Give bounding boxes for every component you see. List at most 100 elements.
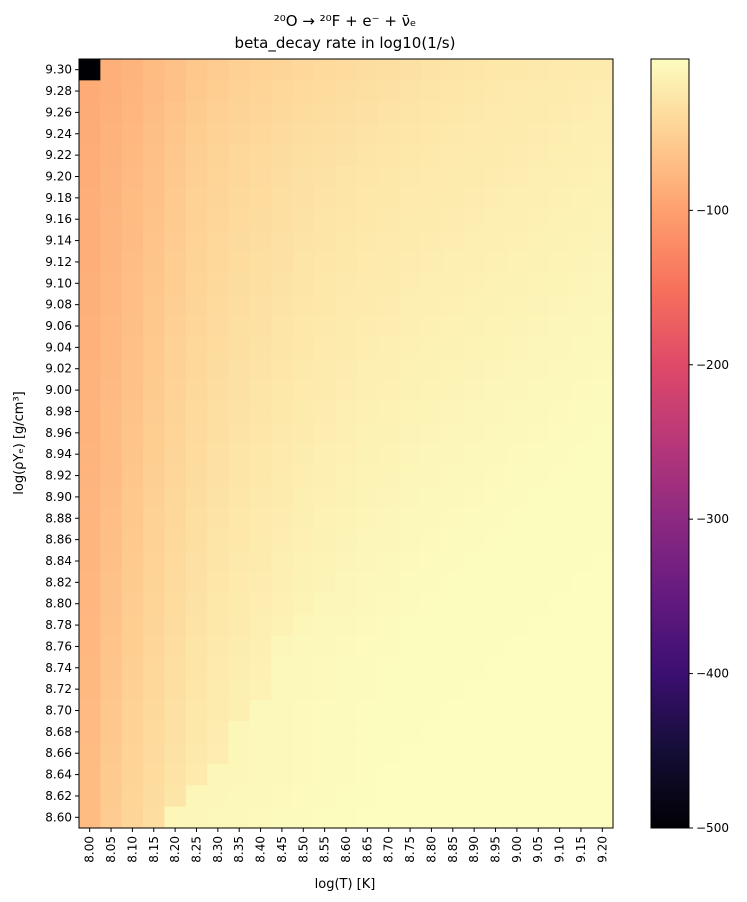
heatmap-cell — [570, 635, 593, 658]
heatmap-cell — [143, 358, 166, 381]
heatmap-cell — [399, 507, 422, 530]
heatmap-cell — [378, 144, 400, 167]
heatmap-cell — [335, 59, 358, 81]
colorbar-tick-label: −400 — [696, 667, 729, 681]
heatmap-cell — [484, 101, 507, 124]
heatmap-cell — [228, 763, 251, 786]
heatmap-cell — [570, 272, 593, 295]
heatmap-cell — [228, 507, 251, 530]
heatmap-cell — [292, 144, 315, 167]
heatmap-cell — [591, 251, 614, 274]
heatmap-cell — [399, 336, 422, 359]
heatmap-cell — [420, 422, 443, 445]
heatmap-cell — [420, 443, 443, 466]
y-tick-label: 8.88 — [45, 511, 72, 525]
y-tick-label: 9.18 — [45, 191, 72, 205]
heatmap-cell — [249, 571, 272, 594]
y-tick-label: 8.84 — [45, 554, 72, 568]
heatmap-cell — [399, 571, 422, 594]
heatmap-cell — [484, 657, 507, 680]
heatmap-cell — [399, 528, 422, 551]
heatmap-cell — [463, 272, 486, 295]
heatmap-cell — [313, 315, 336, 338]
heatmap-cell — [121, 528, 144, 551]
heatmap-cell — [591, 59, 614, 81]
heatmap-cell — [292, 59, 315, 81]
heatmap-cell — [79, 422, 101, 445]
heatmap-cell — [249, 443, 272, 466]
heatmap-cell — [378, 635, 400, 658]
heatmap-cell — [121, 593, 144, 615]
heatmap-cell — [271, 550, 294, 573]
heatmap-cell — [185, 742, 208, 765]
heatmap-cell — [143, 293, 166, 316]
heatmap-cell — [100, 59, 123, 81]
heatmap-cell — [121, 763, 144, 786]
heatmap-cell — [271, 763, 294, 786]
heatmap-cell — [591, 187, 614, 210]
heatmap-cell — [164, 229, 187, 252]
heatmap-cell — [570, 80, 593, 103]
heatmap-cell — [228, 144, 251, 167]
heatmap-cell — [570, 464, 593, 487]
heatmap-cell — [527, 443, 550, 466]
heatmap-cell — [79, 571, 101, 594]
heatmap-cell — [548, 742, 571, 765]
heatmap-cell — [442, 101, 465, 124]
heatmap-cell — [484, 785, 507, 808]
heatmap-cell — [484, 507, 507, 530]
heatmap-cell — [420, 379, 443, 402]
heatmap-cell — [442, 550, 465, 573]
heatmap-cell — [143, 80, 166, 103]
heatmap-cell — [399, 315, 422, 338]
heatmap-cell — [442, 379, 465, 402]
heatmap-cell — [228, 336, 251, 359]
heatmap-cell — [442, 571, 465, 594]
heatmap-cell — [591, 336, 614, 359]
heatmap-cell — [207, 635, 230, 658]
heatmap-cell — [591, 614, 614, 637]
heatmap-cell — [548, 528, 571, 551]
heatmap-cell — [185, 593, 208, 615]
heatmap-cell — [378, 208, 400, 231]
heatmap-cell — [143, 144, 166, 167]
heatmap-cell — [249, 165, 272, 188]
heatmap-cell — [442, 400, 465, 423]
heatmap-cell — [548, 635, 571, 658]
heatmap-cell — [527, 315, 550, 338]
heatmap-cell — [378, 443, 400, 466]
heatmap-cell — [313, 358, 336, 381]
heatmap-cell — [313, 550, 336, 573]
heatmap-cell — [79, 443, 101, 466]
heatmap-cell — [548, 315, 571, 338]
heatmap-cell — [79, 657, 101, 680]
heatmap-cell — [207, 400, 230, 423]
heatmap-cell — [399, 443, 422, 466]
heatmap-cell — [484, 721, 507, 744]
heatmap-cell — [249, 614, 272, 637]
heatmap-cell — [79, 785, 101, 808]
heatmap-cell — [591, 379, 614, 402]
y-tick-label: 8.70 — [45, 704, 72, 718]
heatmap-cell — [100, 507, 123, 530]
heatmap-cell — [548, 229, 571, 252]
heatmap-cell — [356, 763, 379, 786]
heatmap-cell — [292, 742, 315, 765]
heatmap-cell — [207, 528, 230, 551]
heatmap-cell — [335, 272, 358, 295]
heatmap-cell — [207, 785, 230, 808]
heatmap-cell — [164, 742, 187, 765]
heatmap-cell — [527, 80, 550, 103]
heatmap-cell — [399, 806, 422, 829]
heatmap-cell — [100, 336, 123, 359]
heatmap-cell — [313, 336, 336, 359]
heatmap-cell — [420, 657, 443, 680]
heatmap-cell — [420, 464, 443, 487]
heatmap-cell — [164, 785, 187, 808]
y-tick-label: 8.80 — [45, 597, 72, 611]
heatmap-cell — [356, 699, 379, 722]
heatmap-cell — [591, 699, 614, 722]
heatmap-cell — [228, 165, 251, 188]
colorbar-tick-label: −500 — [696, 821, 729, 835]
heatmap-cell — [164, 123, 187, 146]
